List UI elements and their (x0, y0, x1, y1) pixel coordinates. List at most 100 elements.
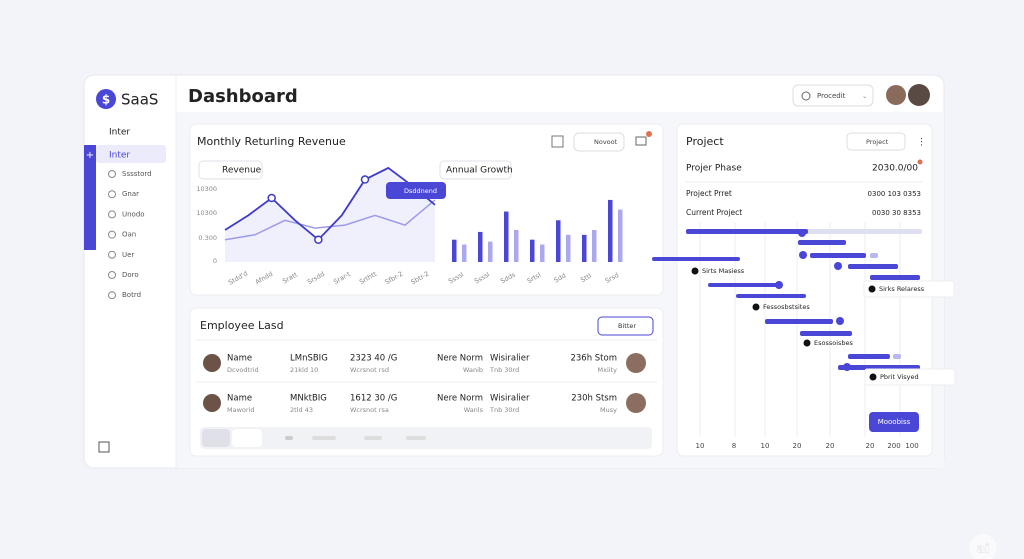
row-value: 0300 103 0353 (868, 190, 921, 198)
project-button[interactable] (869, 412, 919, 432)
cell-sub: Musy (600, 406, 617, 414)
y-tick-label: 0.300 (198, 234, 217, 242)
header-button[interactable] (792, 84, 874, 107)
x-tick-label: 10 (761, 442, 770, 450)
row-label: Project Prret (686, 189, 732, 198)
mail-icon[interactable] (635, 136, 647, 146)
menu-icon[interactable]: ⋮ (917, 138, 926, 148)
chart-icon[interactable] (551, 135, 564, 148)
gantt-x-axis: 10 8 10 20 20 20 200 100 (696, 442, 919, 450)
bar (530, 239, 535, 262)
cell: 230h Stsm (571, 394, 617, 404)
project-button-label[interactable]: Mooobiss (878, 418, 911, 426)
point (360, 175, 370, 184)
legend-chip (439, 160, 512, 180)
card-button-label[interactable]: Novoot (594, 138, 618, 146)
watermark-bg (969, 534, 997, 559)
avatar (203, 394, 221, 412)
cell: 2323 40 /G (350, 354, 397, 364)
legend-entry: Annual Growth (446, 166, 513, 176)
menu-item[interactable]: Gnar (122, 190, 139, 198)
page-dot[interactable] (285, 436, 293, 440)
menu-item[interactable]: Unodo (122, 210, 145, 218)
y-tick-label: 10300 (196, 209, 217, 217)
milestone (798, 229, 806, 237)
y-tick-label: 0 (213, 257, 217, 265)
logo-icon: $ (102, 93, 110, 107)
task-dot (869, 373, 877, 381)
x-tick-label: 20 (826, 442, 835, 450)
filter-label[interactable]: Bitter (618, 322, 636, 330)
card-button[interactable] (573, 132, 625, 152)
sidebar-menu: Inter Sssstord Gnar Unodo Oan Uer Doro Botrd (108, 151, 152, 300)
dropdown-label[interactable]: Project (866, 138, 889, 146)
badge (917, 159, 923, 165)
x-tick-label: 200 (887, 442, 900, 450)
page-dot[interactable] (364, 436, 382, 440)
sidebar-section: Inter (109, 128, 130, 138)
menu-item[interactable]: Sssstord (122, 170, 152, 178)
page-button[interactable] (202, 429, 230, 447)
task-label: Esossoisbes (814, 339, 854, 347)
cell-sub: Wanls (464, 406, 484, 414)
point (314, 235, 323, 244)
gantt-bars (652, 229, 922, 371)
task-dot (691, 267, 699, 275)
cell-sub: Dcvodtrid (227, 366, 259, 374)
task-tag (864, 368, 956, 386)
menu-icon (108, 210, 116, 219)
cell-sub: Mxiity (598, 366, 618, 374)
menu-item[interactable]: Botrd (122, 291, 141, 299)
cell: Name (227, 394, 252, 404)
gantt-bar (765, 319, 833, 324)
bar (582, 234, 587, 262)
sidebar-strip (84, 145, 96, 250)
bar (504, 211, 509, 262)
avatar[interactable] (908, 84, 930, 106)
avatar[interactable] (886, 85, 906, 105)
tooltip-label: Dsddnend (404, 187, 437, 195)
bar (566, 234, 571, 262)
gantt-bar (848, 264, 898, 269)
employee-rows: Name Dcvodtrid LMnSBIG 21kld 10 2323 40 /G Wc… (203, 353, 646, 414)
avatar (626, 393, 646, 413)
gantt-bar (708, 283, 778, 287)
phase-value: 2030.0/00 (872, 164, 918, 174)
gantt-bar (870, 253, 878, 258)
page-dot[interactable] (406, 436, 426, 440)
cell: Wisiralier (490, 394, 530, 404)
cell-sub: Wanib (463, 366, 483, 374)
menu-item[interactable]: Uer (122, 251, 134, 259)
header-button-label[interactable]: Procedit (817, 92, 846, 100)
cell: LMnSBIG (290, 354, 328, 364)
task-dot (803, 339, 811, 347)
gantt-bar (736, 294, 806, 298)
gantt-bar (848, 354, 890, 359)
page-button[interactable] (232, 429, 262, 447)
milestone (799, 251, 807, 259)
x-tick-label: 100 (905, 442, 918, 450)
menu-item[interactable]: Inter (109, 151, 130, 161)
active-item-bg[interactable] (96, 145, 166, 163)
filter-button[interactable] (597, 316, 654, 336)
area (225, 167, 435, 262)
bar (462, 244, 467, 262)
page-dot[interactable] (312, 436, 336, 440)
collapse-icon[interactable] (98, 441, 110, 453)
menu-item[interactable]: Oan (122, 231, 136, 239)
menu-item[interactable]: Doro (122, 271, 139, 279)
cell: Wisiralier (490, 354, 530, 364)
task-label: Pbrit Visyed (880, 373, 919, 381)
add-icon[interactable]: + (86, 150, 94, 161)
task-label: Sirts Masiess (702, 267, 745, 275)
menu-icon (108, 170, 116, 178)
legend-entry: Revenue (222, 166, 262, 176)
brand: SaaS (121, 91, 158, 109)
dropdown[interactable] (846, 132, 906, 151)
cell-sub: 21kld 10 (290, 366, 318, 374)
gantt-bar (686, 229, 808, 234)
line-main (224, 166, 436, 241)
cell: MNktBIG (290, 394, 327, 404)
bar (478, 231, 483, 262)
